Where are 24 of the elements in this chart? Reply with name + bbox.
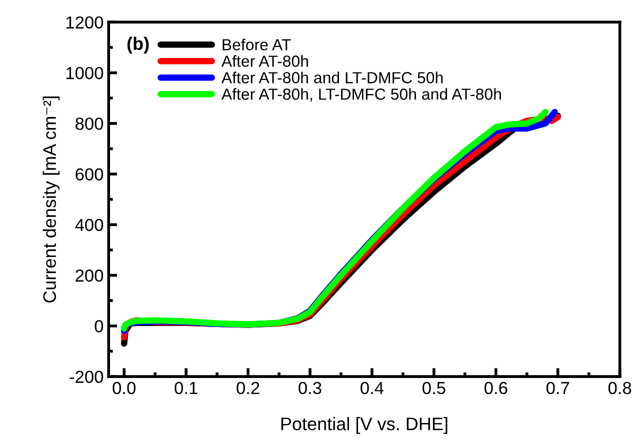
y-tick-label: 800 xyxy=(76,118,104,130)
x-tick-label: 0.3 xyxy=(298,382,322,394)
x-tick-label: 0.6 xyxy=(484,382,508,394)
y-tick-label: 400 xyxy=(75,218,104,232)
y-tick-label: 1000 xyxy=(66,66,104,80)
legend-label: After AT-80h xyxy=(221,55,308,67)
y-tick-label: 200 xyxy=(76,269,104,282)
x-tick-label: 0.5 xyxy=(422,382,446,394)
x-tick-label: 0.2 xyxy=(236,382,260,394)
y-axis-title: Current density [mA cm⁻²] xyxy=(42,96,60,303)
y-tick-label: 1200 xyxy=(66,16,104,29)
y-tick-label: 0 xyxy=(94,320,104,332)
y-tick-label: -200 xyxy=(70,370,104,384)
y-tick-label: 600 xyxy=(76,168,104,180)
x-tick-label: 0.1 xyxy=(174,382,198,394)
annotation: (b) xyxy=(127,36,149,54)
x-tick-label: 0.0 xyxy=(112,382,136,394)
x-axis-title: Potential [V vs. DHE] xyxy=(281,417,448,434)
legend-label: After AT-80h and LT-DMFC 50h xyxy=(221,72,443,84)
x-tick-label: 0.7 xyxy=(546,382,570,394)
legend-label: After AT-80h, LT-DMFC 50h and AT-80h xyxy=(221,88,501,102)
x-tick-label: 0.8 xyxy=(608,382,632,394)
x-tick-label: 0.4 xyxy=(360,382,384,394)
legend-label: Before AT xyxy=(222,38,291,50)
